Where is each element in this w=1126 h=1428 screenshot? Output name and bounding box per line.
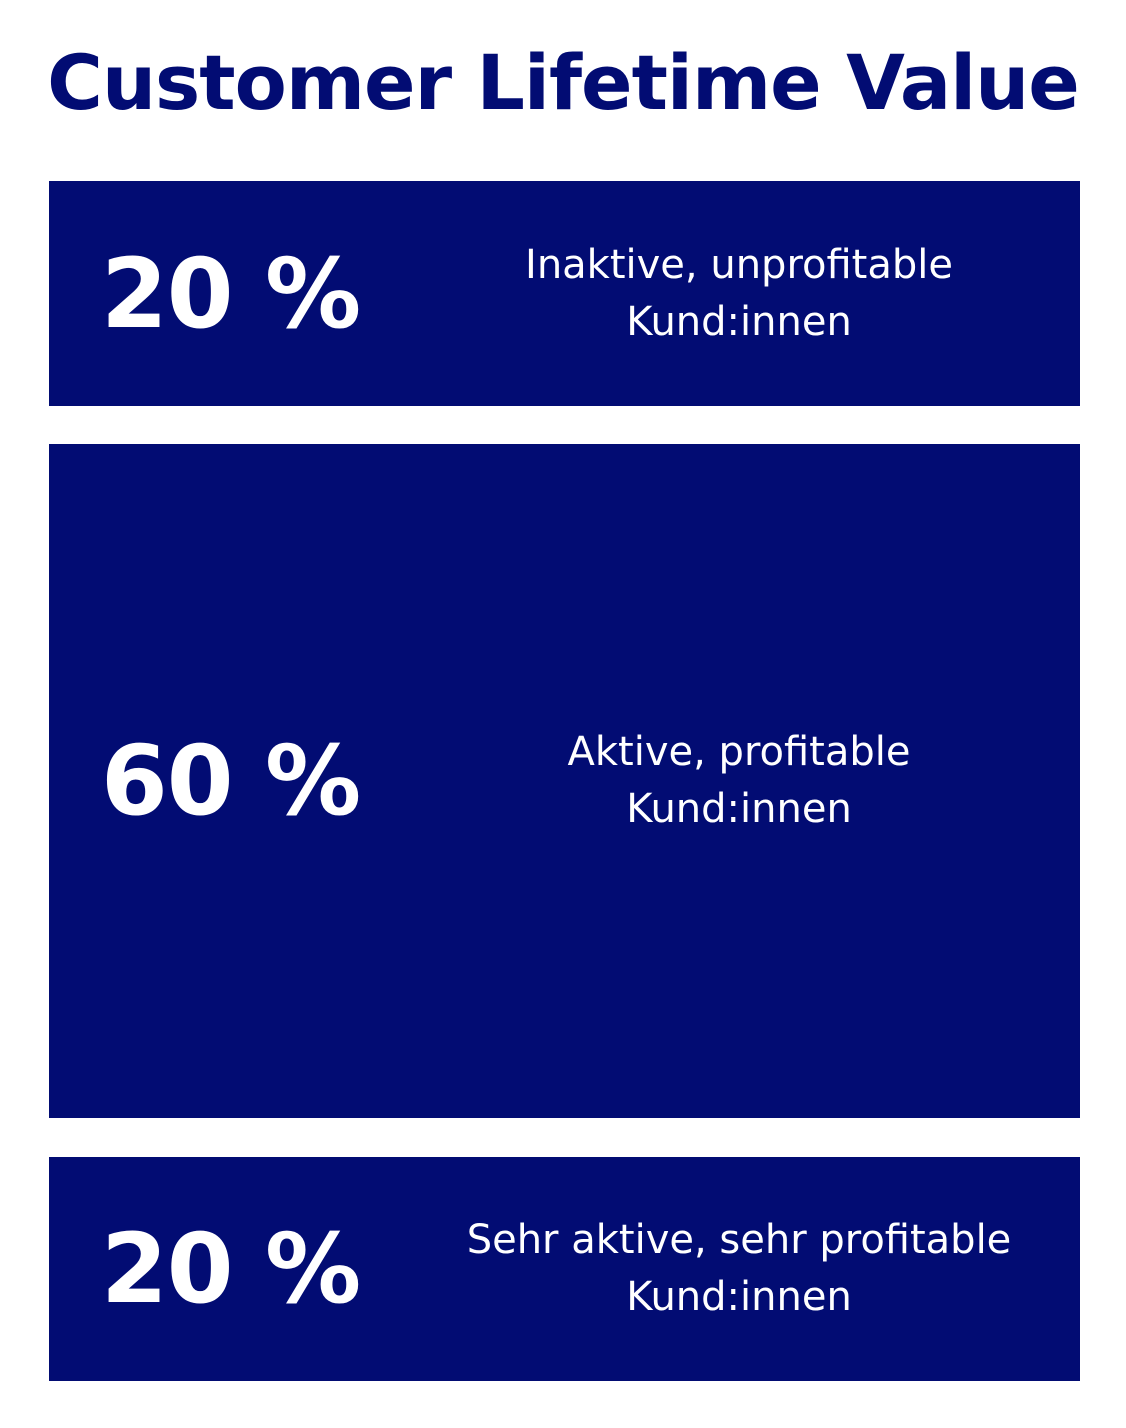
segment-label-line2: Kund:innen bbox=[626, 786, 852, 832]
segment-percent: 20 % bbox=[101, 237, 361, 350]
segment-label: Sehr aktive, sehr profitable Kund:innen bbox=[439, 1212, 1039, 1326]
segment-very-active-very-profitable: 20 % Sehr aktive, sehr profitable Kund:i… bbox=[49, 1157, 1080, 1381]
segment-label: Inaktive, unprofitable Kund:innen bbox=[439, 237, 1039, 351]
segment-label-line2: Kund:innen bbox=[626, 298, 852, 345]
segment-percent: 20 % bbox=[101, 1213, 361, 1325]
segment-label: Aktive, profitable Kund:innen bbox=[439, 724, 1039, 838]
page-title: Customer Lifetime Value bbox=[47, 38, 1080, 127]
segment-label-line1: Aktive, profitable bbox=[567, 729, 911, 775]
segment-label-line1: Inaktive, unprofitable bbox=[525, 241, 953, 288]
segment-inactive-unprofitable: 20 % Inaktive, unprofitable Kund:innen bbox=[49, 181, 1080, 406]
segment-percent: 60 % bbox=[101, 725, 361, 837]
segment-active-profitable: 60 % Aktive, profitable Kund:innen bbox=[49, 444, 1080, 1118]
segment-label-line1: Sehr aktive, sehr profitable bbox=[466, 1217, 1012, 1263]
segment-label-line2: Kund:innen bbox=[626, 1274, 852, 1320]
